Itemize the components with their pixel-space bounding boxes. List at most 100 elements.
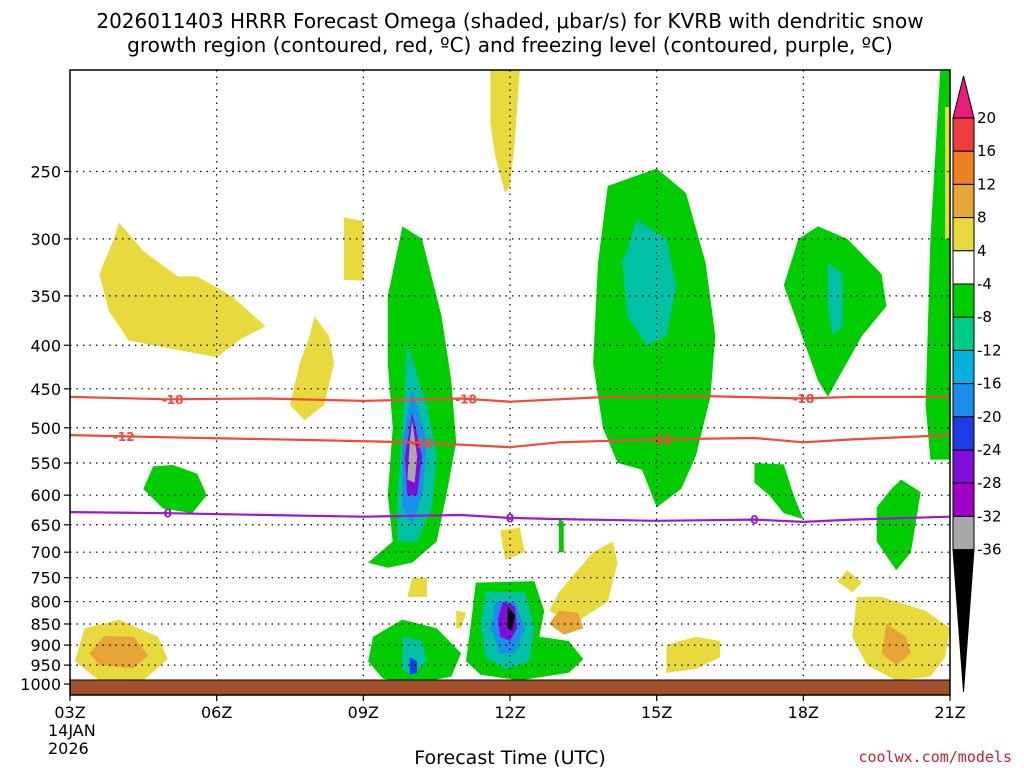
colorbar-cell-8 — [952, 349, 975, 385]
colorbar-label-16: 16 — [977, 142, 996, 160]
isotherm-0 — [69, 511, 951, 524]
colorbar-cell-1 — [952, 117, 975, 152]
shaded-region-green-upperleft-5z — [143, 465, 207, 514]
y-tick-label-550: 550 — [30, 454, 61, 473]
colorbar-label--8: -8 — [977, 308, 992, 326]
colorbar-cell-5 — [952, 250, 975, 285]
y-tick-label-750: 750 — [30, 569, 61, 588]
colorbar-label--36: -36 — [977, 541, 1002, 559]
y-tick-label-400: 400 — [30, 336, 61, 355]
x-tick-label-15Z: 15Z — [641, 703, 672, 722]
x-tick-label-03Z: 03Z — [54, 703, 85, 722]
colorbar-label--12: -12 — [977, 341, 1002, 359]
colorbar-cell-6 — [952, 283, 975, 318]
colorbar-label-4: 4 — [977, 242, 987, 260]
y-tick-label-300: 300 — [30, 230, 61, 249]
isotherm-label-0-1: 0 — [506, 511, 514, 525]
x-tick-label-18Z: 18Z — [788, 703, 819, 722]
colorbar-top-triangle — [952, 75, 975, 119]
y-tick-label-1000: 1000 — [20, 675, 61, 694]
y-tick-label-250: 250 — [30, 162, 61, 181]
x-axis-label: Forecast Time (UTC) — [414, 747, 605, 768]
colorbar-label-20: 20 — [977, 109, 996, 127]
x-tick-label-09Z: 09Z — [348, 703, 379, 722]
colorbar-label--24: -24 — [977, 441, 1002, 459]
shaded-region-gray-09z-column — [407, 420, 418, 483]
plot-area: -18 -18 -18 -12 -12 -12 0 0 0 — [69, 69, 951, 696]
y-tick-label-950: 950 — [30, 656, 61, 675]
isotherm--18 — [69, 394, 950, 403]
y-tick-label-800: 800 — [30, 593, 61, 612]
isotherm-label--12-0: -12 — [113, 430, 135, 444]
shaded-region-cyan-10z-low — [402, 636, 427, 677]
colorbar-cell-4 — [952, 217, 975, 252]
isotherm-label-0-2: 0 — [750, 513, 758, 527]
shaded-region-pos-4-11z-small — [456, 610, 466, 629]
isotherm--12 — [69, 434, 951, 449]
colorbar-label--32: -32 — [977, 507, 1002, 525]
date-label-day: 14JAN — [48, 721, 96, 740]
x-tick-label-12Z: 12Z — [494, 703, 525, 722]
shaded-region-pos-4-right-edge — [945, 107, 950, 239]
colorbar-label--20: -20 — [977, 408, 1002, 426]
shaded-region-cyan-18z-upper — [827, 262, 843, 336]
shaded-region-pos-4-08z — [290, 316, 334, 421]
colorbar-cell-3 — [952, 183, 975, 219]
shaded-region-blue-10z-low — [409, 657, 418, 675]
chart-title-line2: growth region (contoured, red, ºC) and f… — [127, 33, 893, 57]
ground-surface-bar — [69, 679, 951, 696]
pressure-axis: 250 300 350 400 450 500 550 600 650 700 750 800 850 9… — [20, 162, 70, 694]
colorbar-label-12: 12 — [977, 175, 996, 193]
isotherm-label--12-1: -12 — [411, 436, 433, 450]
shaded-region-green-13z-thin — [558, 519, 564, 553]
chart-title-line1: 2026011403 HRRR Forecast Omega (shaded, … — [96, 9, 923, 33]
isotherm-label--18-0: -18 — [162, 393, 184, 407]
colorbar-label-8: 8 — [977, 209, 987, 227]
y-tick-label-900: 900 — [30, 636, 61, 655]
credit-text: coolwx.com/models — [858, 748, 1012, 766]
shaded-region-pos-4-19z-small — [837, 570, 862, 593]
colorbar-cell-13 — [952, 515, 975, 551]
colorbar-cell-7 — [952, 316, 975, 351]
shaded-region-green-right-edge — [925, 70, 950, 460]
colorbar-cell-10 — [952, 416, 975, 451]
shaded-region-pos-4-upperleft — [99, 222, 266, 358]
isotherm-label--12-2: -12 — [651, 433, 673, 447]
colorbar-label--28: -28 — [977, 474, 1002, 492]
shaded-region-pos-4-small-09z — [343, 217, 364, 281]
shaded-region-cyan-14z-column — [622, 219, 677, 346]
isotherm-label-0-0: 0 — [164, 507, 172, 521]
y-tick-label-600: 600 — [30, 486, 61, 505]
y-tick-label-350: 350 — [30, 287, 61, 306]
colorbar-bottom-triangle — [952, 549, 975, 693]
isotherm-label--18-1: -18 — [455, 392, 477, 406]
y-tick-label-850: 850 — [30, 615, 61, 634]
x-tick-label-21Z: 21Z — [934, 703, 965, 722]
gridlines — [70, 70, 950, 685]
y-tick-label-500: 500 — [30, 419, 61, 438]
shaded-region-pos-4-top-12z — [490, 70, 520, 193]
time-axis: 03Z 06Z 09Z 12Z 15Z 18Z 21Z — [54, 695, 966, 722]
shaded-region-green-20z — [876, 479, 921, 571]
colorbar-cell-12 — [952, 482, 975, 517]
colorbar-label--16: -16 — [977, 375, 1002, 393]
colorbar-cell-9 — [952, 383, 975, 418]
x-tick-label-06Z: 06Z — [201, 703, 232, 722]
shaded-region-pos-8-13z — [549, 610, 584, 635]
shaded-region-purple-12z-low — [497, 601, 518, 641]
shaded-region-pos-4-15z-low — [666, 636, 721, 673]
shaded-region-pos-4-13z — [549, 541, 618, 624]
omega-shading — [74, 70, 950, 685]
colorbar-cell-11 — [952, 449, 975, 484]
omega-colorbar: 20 16 12 8 4 -4 -8 -12 -16 -20 -24 -28 -32 -36 — [952, 75, 1002, 693]
isotherm-label--18-2: -18 — [792, 392, 814, 406]
date-label-year: 2026 — [48, 739, 89, 758]
shaded-region-pos-8-lowleft — [89, 636, 149, 669]
shaded-region-pos-4-10z-small — [407, 577, 427, 597]
colorbar-cell-2 — [952, 150, 975, 185]
isotherm-contours: -18 -18 -18 -12 -12 -12 0 0 0 — [69, 392, 951, 527]
y-tick-label-650: 650 — [30, 516, 61, 535]
shaded-region-green-18z-mid — [754, 463, 804, 520]
colorbar-label--4: -4 — [977, 275, 992, 293]
